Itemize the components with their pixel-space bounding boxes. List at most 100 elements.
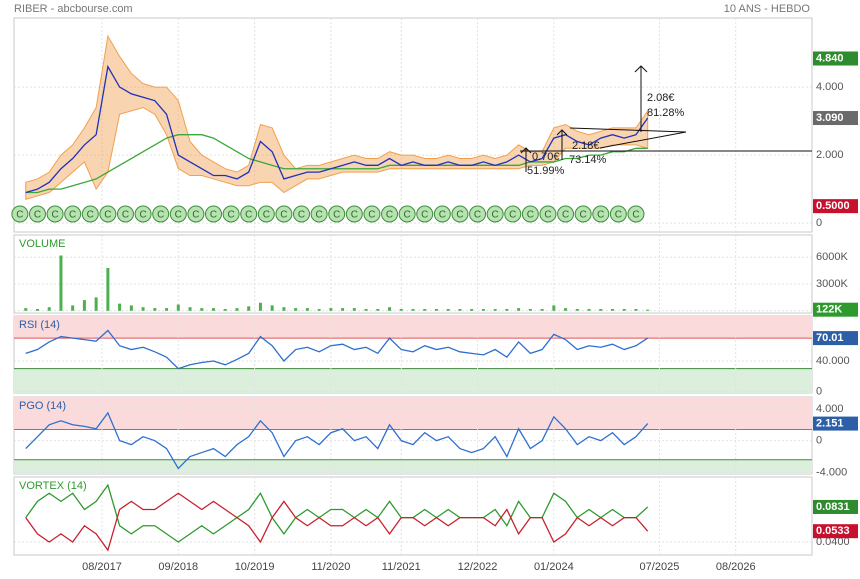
event-marker [257, 205, 275, 223]
trend-line [569, 127, 687, 149]
volume-bar [564, 308, 568, 311]
value-badge-label: 2.151 [816, 417, 844, 429]
event-marker [627, 205, 645, 223]
series-line [25, 329, 649, 370]
overbought-zone [14, 397, 812, 430]
event-label: C [51, 210, 58, 221]
volume-bar [434, 308, 438, 311]
event-marker [381, 205, 399, 223]
event-marker [293, 205, 311, 223]
x-tick-label: 08/2026 [716, 561, 756, 573]
event-marker [99, 205, 117, 223]
volume-bar [176, 304, 180, 311]
event-label: C [615, 210, 622, 221]
value-badge-label: 0.0533 [816, 525, 850, 537]
volume-bar [599, 308, 603, 311]
event-label: C [316, 210, 323, 221]
volume-bar [165, 308, 169, 311]
volume-bar [212, 308, 215, 311]
volume-bar [587, 308, 591, 311]
y-tick-label: 4.000 [816, 403, 844, 415]
event-marker [134, 205, 152, 223]
annotation: 2.18€ [572, 140, 600, 152]
volume-bar [423, 308, 427, 311]
event-label: C [280, 210, 287, 221]
event-marker [46, 205, 64, 223]
y-tick-label: 3000K [816, 278, 848, 290]
arrow-head [634, 65, 648, 73]
x-tick-label: 10/2019 [235, 561, 275, 573]
y-tick-label: 0.0400 [816, 536, 850, 548]
panel-title: VOLUME [19, 238, 65, 250]
event-label: C [404, 210, 411, 221]
panel-title: RSI (14) [19, 319, 60, 331]
annotation: 2.08€ [647, 92, 675, 104]
event-marker [469, 205, 487, 223]
event-label: C [16, 210, 23, 221]
event-marker [152, 205, 170, 223]
event-label: C [527, 210, 534, 221]
event-marker [521, 205, 539, 223]
value-badge [813, 524, 858, 539]
event-label: C [492, 210, 499, 221]
y-tick-label: 4.000 [816, 81, 844, 93]
volume-bar [24, 308, 28, 311]
volume-bar [71, 305, 75, 311]
value-badge [813, 331, 858, 346]
volume-bar [141, 307, 145, 311]
volume-bar [223, 308, 227, 311]
event-label: C [439, 210, 446, 221]
value-badge [813, 499, 858, 514]
event-label: C [210, 210, 217, 221]
event-label: C [263, 210, 270, 221]
event-label: C [386, 210, 393, 221]
value-badge [813, 111, 858, 126]
value-badge-label: 3.090 [816, 112, 844, 124]
annotation: 0.70€ [532, 151, 560, 163]
event-label: C [544, 210, 551, 221]
event-label: C [333, 210, 340, 221]
event-marker [609, 205, 627, 223]
volume-bar [47, 307, 51, 311]
value-badge [813, 302, 858, 317]
event-label: C [632, 210, 639, 221]
event-label: C [34, 210, 41, 221]
value-badge-label: 4.840 [816, 52, 844, 64]
event-label: C [474, 210, 481, 221]
x-tick-label: 11/2021 [382, 561, 421, 573]
event-marker [433, 205, 451, 223]
volume-bar [106, 267, 110, 311]
volume-bar [129, 305, 133, 311]
volume-bar [540, 308, 544, 311]
event-label: C [580, 210, 587, 221]
volume-bar [611, 308, 614, 311]
volume-bar [528, 308, 532, 311]
x-tick-label: 08/2017 [82, 561, 122, 573]
event-label: C [87, 210, 94, 221]
event-label: C [298, 210, 305, 221]
volume-bar [153, 308, 157, 311]
value-badge-label: 70.01 [816, 332, 844, 344]
event-label: C [122, 210, 129, 221]
event-marker [187, 205, 205, 223]
event-marker [557, 205, 575, 223]
event-marker [486, 205, 504, 223]
event-label: C [227, 210, 234, 221]
y-tick-label: 40.000 [816, 355, 850, 367]
event-marker [345, 205, 363, 223]
event-marker [539, 205, 557, 223]
series-line [25, 411, 649, 470]
value-badge-label: 0.0831 [816, 501, 850, 513]
volume-bar [376, 308, 380, 311]
event-marker [328, 205, 346, 223]
event-marker [310, 205, 328, 223]
event-label: C [175, 210, 182, 221]
volume-bar [270, 305, 274, 311]
event-label: C [509, 210, 516, 221]
page-title: RIBER - abcbourse.com [14, 3, 133, 15]
event-marker [240, 205, 258, 223]
series-line [25, 483, 649, 543]
volume-bar [399, 308, 403, 311]
event-marker [116, 205, 134, 223]
event-marker [205, 205, 222, 223]
